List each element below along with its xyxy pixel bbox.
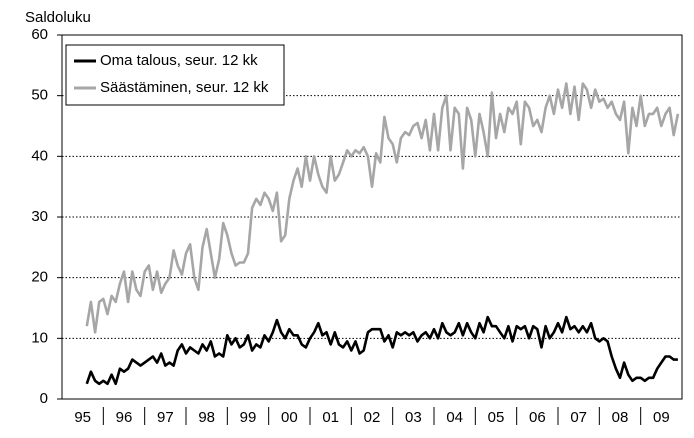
series-line <box>85 82 680 334</box>
x-tick-label: 00 <box>281 409 298 426</box>
x-tick-label: 06 <box>529 409 546 426</box>
plot-frame <box>61 34 683 400</box>
y-tick-label: 10 <box>31 329 48 346</box>
legend: Oma talous, seur. 12 kk Säästäminen, seur… <box>65 44 285 106</box>
x-tick-label: 97 <box>157 409 174 426</box>
x-tick-label: 01 <box>322 409 339 426</box>
x-tick-label: 95 <box>74 409 91 426</box>
x-tick-label: 03 <box>405 409 422 426</box>
x-tick-label: 07 <box>570 409 587 426</box>
x-tick-label: 04 <box>446 409 463 426</box>
legend-label: Oma talous, seur. 12 kk <box>100 52 258 69</box>
y-tick-label: 0 <box>40 390 48 407</box>
y-tick-label: 30 <box>31 208 48 225</box>
x-tick-label: 05 <box>488 409 505 426</box>
y-tick-label: 40 <box>31 147 48 164</box>
y-tick-label: 50 <box>31 87 48 104</box>
x-tick-label: 02 <box>364 409 381 426</box>
x-tick-label: 09 <box>653 409 670 426</box>
x-tick-label: 96 <box>116 409 133 426</box>
legend-label: Säästäminen, seur. 12 kk <box>100 79 269 96</box>
x-tick-label: 98 <box>198 409 215 426</box>
y-tick-label: 60 <box>31 26 48 43</box>
series-line <box>85 315 678 386</box>
x-tick-label: 08 <box>612 409 629 426</box>
x-tick-label: 99 <box>240 409 257 426</box>
legend-box <box>65 44 285 106</box>
y-axis-label: Saldoluku <box>25 9 91 26</box>
y-tick-label: 20 <box>31 269 48 286</box>
